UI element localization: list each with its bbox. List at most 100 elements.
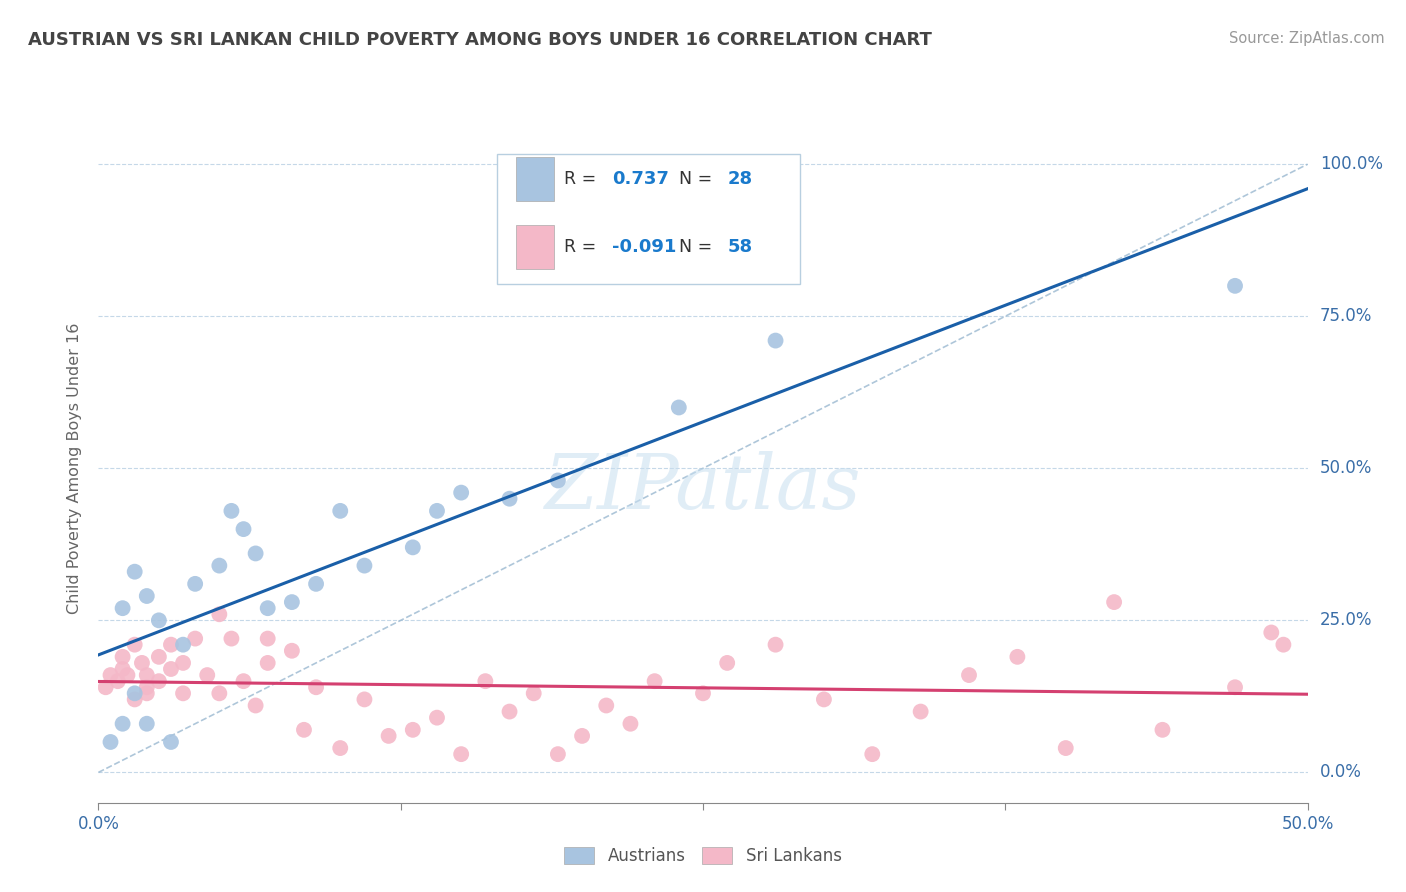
Point	[716, 656, 738, 670]
Text: Source: ZipAtlas.com: Source: ZipAtlas.com	[1229, 31, 1385, 46]
Point	[813, 692, 835, 706]
Point	[692, 686, 714, 700]
Point	[148, 649, 170, 664]
Point	[160, 735, 183, 749]
Point	[498, 491, 520, 506]
Point	[184, 632, 207, 646]
Point	[450, 485, 472, 500]
Point	[426, 504, 449, 518]
Point	[111, 716, 134, 731]
Point	[245, 546, 267, 560]
Legend: Austrians, Sri Lankans: Austrians, Sri Lankans	[558, 840, 848, 871]
Point	[111, 662, 134, 676]
Point	[281, 644, 304, 658]
Point	[571, 729, 593, 743]
Point	[172, 656, 194, 670]
Text: 100.0%: 100.0%	[1320, 155, 1382, 173]
Point	[135, 686, 157, 700]
Point	[117, 668, 139, 682]
Text: -0.091: -0.091	[613, 238, 676, 256]
Point	[172, 638, 194, 652]
Point	[135, 589, 157, 603]
Point	[547, 747, 569, 761]
Point	[208, 558, 231, 573]
Point	[1223, 278, 1246, 293]
Point	[1272, 638, 1295, 652]
Point	[281, 595, 304, 609]
Point	[184, 577, 207, 591]
Point	[100, 735, 122, 749]
Point	[160, 662, 183, 676]
Point	[1260, 625, 1282, 640]
Text: N =: N =	[679, 238, 717, 256]
Point	[1007, 649, 1029, 664]
Text: R =: R =	[564, 170, 602, 188]
Bar	[516, 157, 554, 201]
Point	[172, 686, 194, 700]
Y-axis label: Child Poverty Among Boys Under 16: Child Poverty Among Boys Under 16	[67, 323, 83, 614]
Point	[94, 680, 117, 694]
Point	[353, 558, 375, 573]
Point	[148, 613, 170, 627]
Point	[765, 334, 787, 348]
Point	[426, 711, 449, 725]
Point	[256, 656, 278, 670]
Point	[377, 729, 399, 743]
Point	[107, 674, 129, 689]
Point	[329, 504, 352, 518]
Point	[523, 686, 546, 700]
Point	[329, 741, 352, 756]
Point	[135, 716, 157, 731]
Text: 0.0%: 0.0%	[1320, 764, 1361, 781]
FancyBboxPatch shape	[498, 154, 800, 285]
Point	[135, 680, 157, 694]
Point	[547, 474, 569, 488]
Point	[111, 601, 134, 615]
Point	[644, 674, 666, 689]
Text: 0.737: 0.737	[613, 170, 669, 188]
Point	[135, 668, 157, 682]
Point	[124, 686, 146, 700]
Point	[256, 632, 278, 646]
Point	[1054, 741, 1077, 756]
Text: 25.0%: 25.0%	[1320, 611, 1372, 630]
Point	[160, 638, 183, 652]
Bar	[516, 226, 554, 269]
Text: N =: N =	[679, 170, 717, 188]
Point	[208, 607, 231, 622]
Point	[232, 674, 254, 689]
Point	[402, 541, 425, 555]
Point	[1223, 680, 1246, 694]
Point	[619, 716, 641, 731]
Point	[292, 723, 315, 737]
Text: AUSTRIAN VS SRI LANKAN CHILD POVERTY AMONG BOYS UNDER 16 CORRELATION CHART: AUSTRIAN VS SRI LANKAN CHILD POVERTY AMO…	[28, 31, 932, 49]
Point	[221, 504, 243, 518]
Point	[232, 522, 254, 536]
Point	[957, 668, 980, 682]
Point	[498, 705, 520, 719]
Point	[668, 401, 690, 415]
Point	[131, 656, 153, 670]
Point	[910, 705, 932, 719]
Point	[245, 698, 267, 713]
Point	[305, 577, 328, 591]
Point	[765, 638, 787, 652]
Point	[256, 601, 278, 615]
Point	[124, 565, 146, 579]
Point	[208, 686, 231, 700]
Point	[100, 668, 122, 682]
Text: 50.0%: 50.0%	[1320, 459, 1372, 477]
Point	[1152, 723, 1174, 737]
Point	[595, 698, 617, 713]
Point	[860, 747, 883, 761]
Point	[111, 649, 134, 664]
Text: 28: 28	[727, 170, 752, 188]
Point	[221, 632, 243, 646]
Text: R =: R =	[564, 238, 602, 256]
Text: 58: 58	[727, 238, 752, 256]
Point	[124, 638, 146, 652]
Point	[148, 674, 170, 689]
Point	[402, 723, 425, 737]
Point	[474, 674, 496, 689]
Text: 75.0%: 75.0%	[1320, 307, 1372, 326]
